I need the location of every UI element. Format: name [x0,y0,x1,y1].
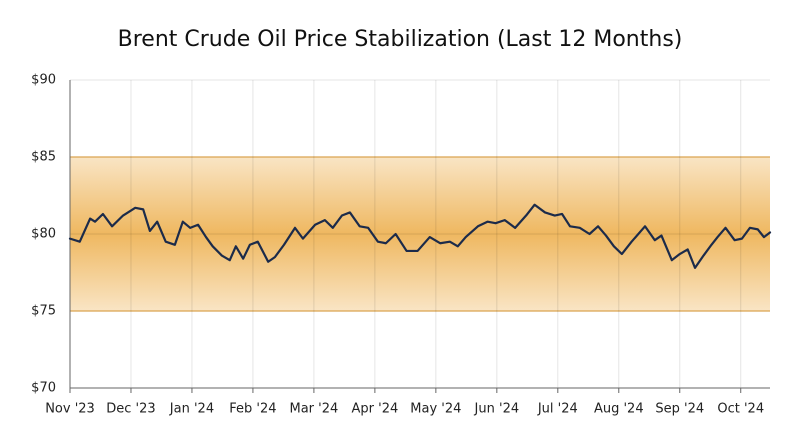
y-tick-label: $75 [31,304,56,319]
x-tick-label: Mar '24 [290,402,339,417]
x-tick-label: Apr '24 [352,402,399,417]
target-band [70,157,770,311]
x-tick-label: Feb '24 [229,402,276,417]
x-tick-label: Aug '24 [594,402,644,417]
y-tick-label: $90 [31,73,56,88]
x-tick-label: Jun '24 [474,402,520,417]
x-tick-label: May '24 [410,402,461,417]
y-tick-label: $80 [31,227,56,242]
y-tick-label: $85 [31,150,56,165]
x-tick-label: Sep '24 [655,402,704,417]
price-line [68,203,772,269]
y-tick-label: $70 [31,381,56,396]
x-tick-label: Dec '23 [106,402,155,417]
x-tick-label: Jul '24 [537,402,578,417]
x-tick-label: Jan '24 [169,402,214,417]
chart-title: Brent Crude Oil Price Stabilization (Las… [118,27,683,52]
x-tick-label: Oct '24 [717,402,764,417]
x-tick-label: Nov '23 [45,402,95,417]
